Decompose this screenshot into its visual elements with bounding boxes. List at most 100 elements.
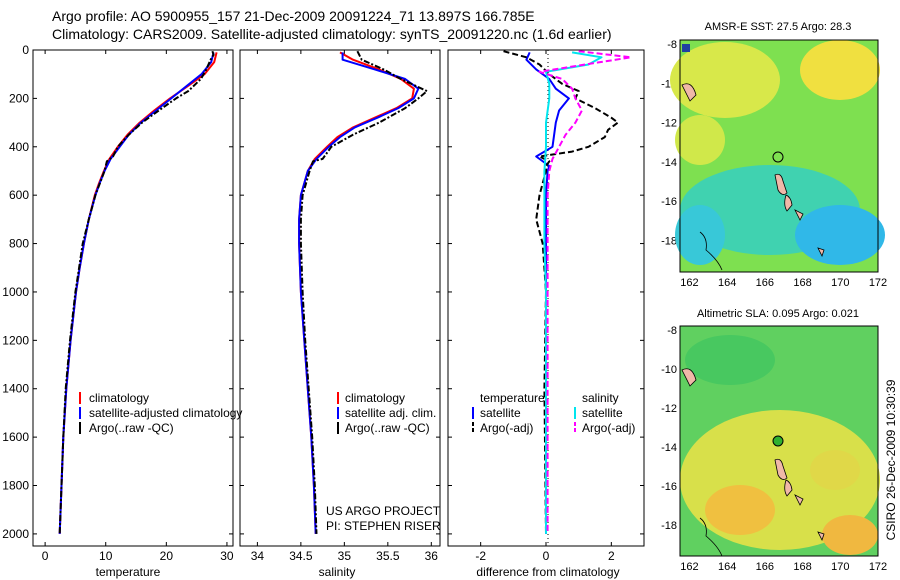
sla-low-patch	[685, 335, 775, 385]
island-outline	[774, 458, 788, 480]
temperature-x-tick-label: 0	[42, 549, 49, 563]
island-outline	[681, 83, 697, 102]
sst-warm-patch	[800, 40, 880, 100]
sst-warm-patch	[670, 42, 780, 118]
island-outline	[794, 209, 804, 221]
legend-label-temp-satellite: satellite	[480, 406, 521, 420]
sst-map-lon-tick-label: 162	[680, 277, 698, 289]
island-outline	[794, 494, 804, 506]
sst-map-lon-tick-label: 172	[869, 277, 887, 289]
difference-legend: temperature satellite Argo(-adj) salinit…	[472, 391, 635, 435]
project-annotation: US ARGO PROJECT	[326, 504, 441, 518]
legend-label-climatology: climatology	[89, 391, 149, 405]
island-outline	[817, 531, 825, 542]
sst-map-lon-tick-label: 168	[793, 277, 811, 289]
temperature-x-tick-label: 10	[99, 549, 113, 563]
legend-label-satellite: satellite adj. clim.	[345, 406, 436, 420]
island-outline	[784, 194, 793, 212]
sla-map-lat-tick-label: -8	[667, 325, 677, 337]
sla-map-lat-tick-label: -10	[661, 364, 677, 376]
sla-map-frame	[679, 325, 879, 557]
sla-map-lon-tick-label: 166	[756, 561, 774, 573]
salinity-x-tick-label: 34.5	[289, 549, 313, 563]
sla-map-lat-tick-label: -14	[661, 442, 677, 454]
depth-tick-label: 800	[9, 237, 29, 251]
legend-label-argo: Argo(..raw -QC)	[345, 421, 430, 435]
island-outline	[784, 479, 793, 497]
argo-float-marker	[772, 435, 784, 447]
sst-map-lat-tick-label: -8	[667, 39, 677, 51]
difference-series-temperature-satellite	[525, 51, 570, 534]
temperature-series-argo	[58, 50, 215, 534]
depth-tick-label: 200	[9, 91, 29, 105]
salinity-x-tick-label: 34	[251, 549, 265, 563]
depth-tick-label: 1200	[2, 333, 29, 347]
legend-label-climatology: climatology	[345, 391, 405, 405]
depth-tick-label: 600	[9, 188, 29, 202]
island-outline	[817, 247, 825, 258]
legend-label-temp-argo: Argo(-adj)	[480, 421, 533, 435]
temperature-x-tick-label: 20	[160, 549, 174, 563]
sla-map-lat-tick-label: -12	[661, 403, 677, 415]
island-outline	[774, 173, 788, 195]
sla-map-lat-tick-label: -16	[661, 481, 677, 493]
sst-map-lat-tick-label: -14	[661, 157, 677, 169]
legend-heading-salinity: salinity	[582, 391, 619, 405]
sla-map-lon-tick-label: 168	[793, 561, 811, 573]
sla-high-patch	[810, 450, 860, 490]
reef-outline	[699, 231, 723, 271]
depth-tick-label: 1600	[2, 430, 29, 444]
salinity-x-tick-label: 35.5	[376, 549, 400, 563]
sst-map-lon-tick-label: 164	[718, 277, 736, 289]
temperature-legend: climatology satellite-adjusted climatolo…	[79, 391, 242, 435]
depth-tick-label: 0	[22, 43, 29, 57]
sla-map-lon-tick-label: 164	[718, 561, 736, 573]
sla-map-lon-tick-label: 162	[680, 561, 698, 573]
sst-outlier-pixel	[682, 44, 690, 52]
salinity-axes	[239, 49, 441, 547]
difference-axis-label: difference from climatology	[476, 565, 619, 579]
legend-label-argo: Argo(..raw -QC)	[89, 421, 174, 435]
sst-cool-patch	[795, 205, 885, 265]
temperature-x-tick-label: 30	[220, 549, 234, 563]
sla-map-lon-tick-label: 170	[831, 561, 849, 573]
salinity-legend: climatology satellite adj. clim. Argo(..…	[337, 391, 436, 435]
depth-tick-label: 1000	[2, 285, 29, 299]
sst-map-lat-tick-label: -16	[661, 196, 677, 208]
climatology-subtitle: Climatology: CARS2009. Satellite-adjuste…	[52, 26, 612, 42]
sst-map	[670, 39, 885, 273]
profile-title: Argo profile: AO 5900955_157 21-Dec-2009…	[52, 8, 535, 24]
sla-map-lat-tick-label: -18	[661, 520, 677, 532]
sst-map-lon-tick-label: 170	[831, 277, 849, 289]
difference-x-tick-label: 2	[608, 549, 615, 563]
sst-map-title: AMSR-E SST: 27.5 Argo: 28.3	[705, 21, 852, 33]
depth-tick-label: 1800	[2, 479, 29, 493]
sla-map-lon-tick-label: 172	[869, 561, 887, 573]
legend-heading-temperature: temperature	[480, 391, 545, 405]
sla-map	[679, 325, 880, 557]
argo-float-marker	[772, 151, 784, 163]
sst-map-lon-tick-label: 166	[756, 277, 774, 289]
difference-x-tick-label: 0	[543, 549, 550, 563]
sst-map-lat-tick-label: -18	[661, 236, 677, 248]
sst-map-frame	[679, 39, 879, 273]
island-outline	[681, 368, 697, 387]
sla-map-title: Altimetric SLA: 0.095 Argo: 0.021	[697, 308, 859, 320]
temperature-axes	[32, 49, 234, 547]
sst-map-lat-tick-label: -12	[661, 118, 677, 130]
difference-series-salinity-argo	[538, 50, 632, 534]
salinity-series-argo	[299, 50, 428, 534]
legend-label-sal-satellite: satellite	[582, 406, 623, 420]
sla-high-patch	[705, 485, 775, 535]
pi-annotation: PI: STEPHEN RISER	[326, 519, 441, 533]
sst-warm-patch	[675, 115, 725, 165]
temperature-axis-label: temperature	[96, 565, 161, 579]
depth-tick-label: 400	[9, 140, 29, 154]
creation-stamp: CSIRO 26-Dec-2009 10:30:39	[884, 379, 898, 540]
depth-tick-label: 1400	[2, 382, 29, 396]
difference-series-temperature-argo	[503, 50, 619, 534]
legend-label-satellite: satellite-adjusted climatology	[89, 406, 242, 420]
salinity-axis-label: salinity	[319, 565, 356, 579]
reef-outline	[699, 517, 723, 557]
